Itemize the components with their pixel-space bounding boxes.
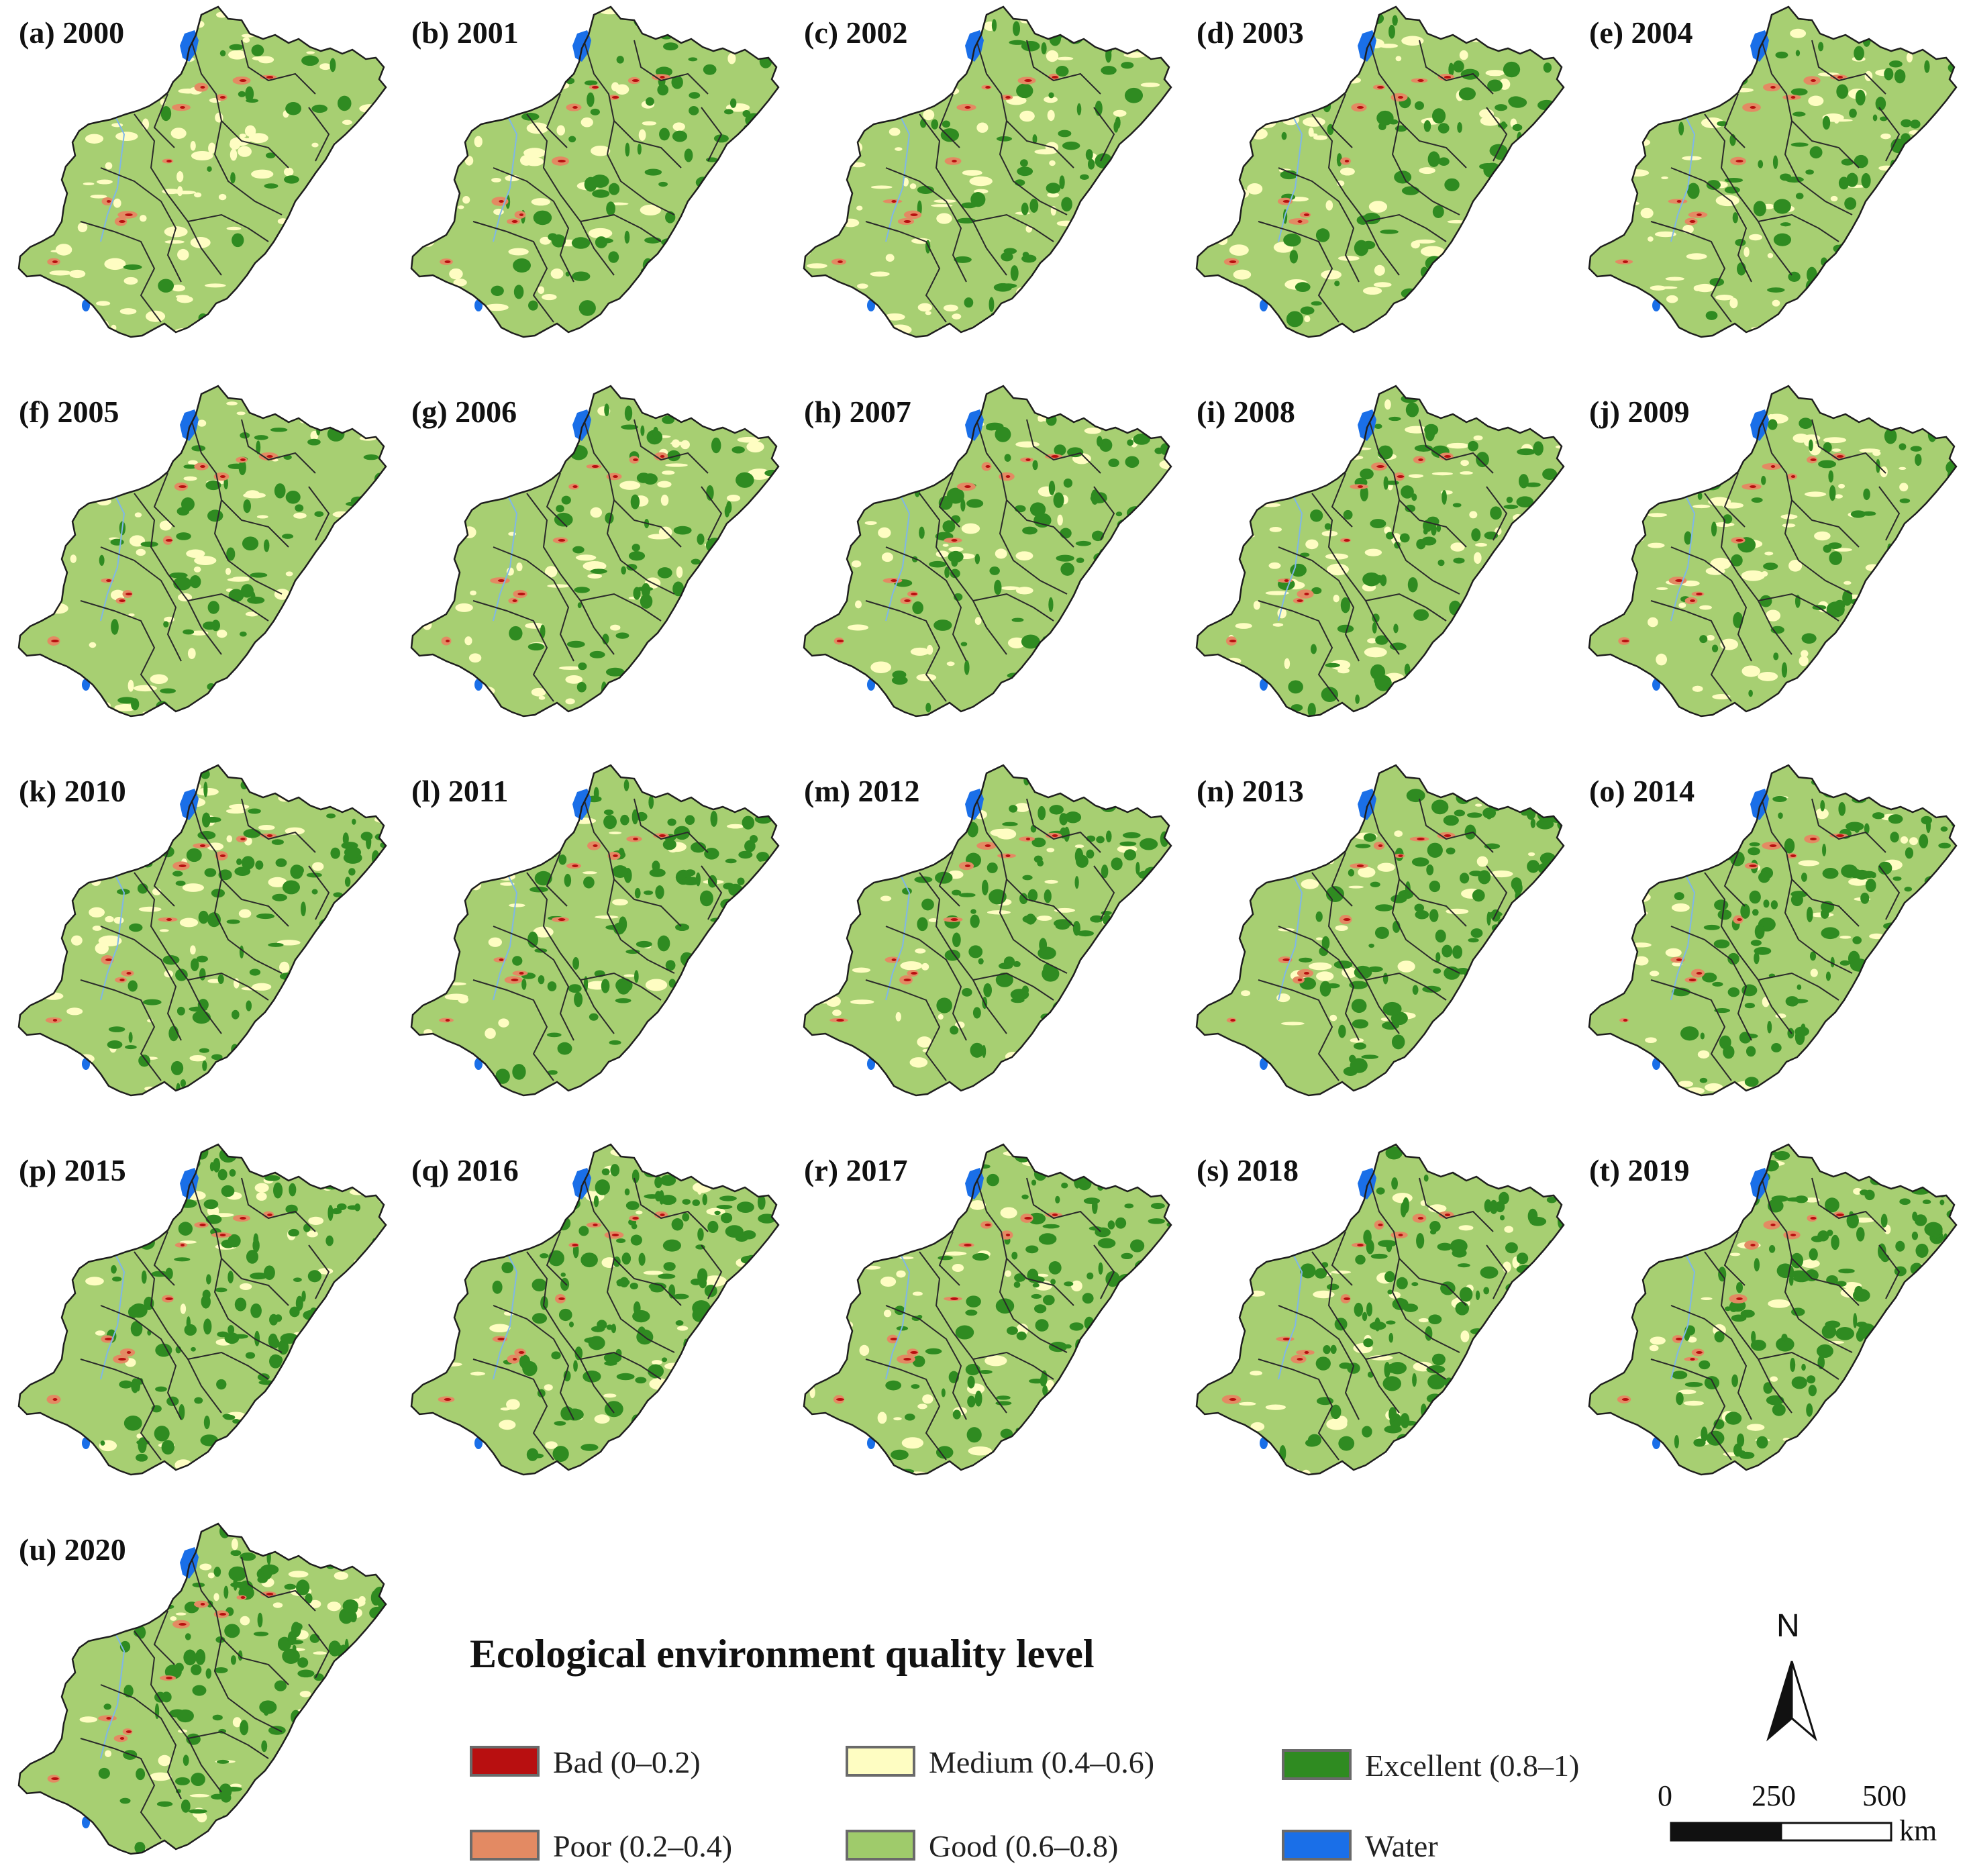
map-panel: (c) 2002 <box>785 0 1178 349</box>
legend-label-poor: Poor (0.2–0.4) <box>553 1829 733 1863</box>
panel-label: (u) 2020 <box>19 1532 126 1567</box>
north-arrow: N <box>1762 1608 1822 1742</box>
legend-swatch-excellent <box>1282 1749 1352 1780</box>
map-panel: (a) 2000 <box>0 0 393 349</box>
province-map <box>803 1143 1172 1476</box>
province-map <box>17 1143 387 1476</box>
province-map <box>410 385 780 718</box>
map-panel: (u) 2020 <box>0 1517 393 1866</box>
panel-label: (q) 2016 <box>411 1153 519 1187</box>
map-panel: (g) 2006 <box>393 379 785 728</box>
map-panel: (o) 2014 <box>1570 758 1963 1107</box>
panel-label: (s) 2018 <box>1197 1153 1299 1187</box>
map-panel: (d) 2003 <box>1178 0 1570 349</box>
map-panel: (r) 2017 <box>785 1138 1178 1487</box>
province-map <box>803 764 1172 1097</box>
panel-label: (d) 2003 <box>1197 15 1304 50</box>
legend-label-water: Water <box>1365 1829 1438 1863</box>
map-panel: (f) 2005 <box>0 379 393 728</box>
map-panel: (i) 2008 <box>1178 379 1570 728</box>
scale-tick-0: 0 <box>1658 1779 1672 1812</box>
map-panel: (l) 2011 <box>393 758 785 1107</box>
panel-label: (g) 2006 <box>411 395 517 429</box>
legend: Ecological environment quality level Bad… <box>470 1631 1678 1863</box>
panel-label: (k) 2010 <box>19 774 126 808</box>
province-map <box>1588 1143 1958 1476</box>
panel-label: (i) 2008 <box>1197 395 1295 429</box>
province-map <box>410 764 780 1097</box>
legend-swatch-poor <box>470 1830 540 1861</box>
scale-tick-500: 500 <box>1862 1779 1907 1812</box>
province-map <box>17 5 387 338</box>
north-arrow-icon <box>1766 1661 1817 1742</box>
map-panel: (e) 2004 <box>1570 0 1963 349</box>
panel-label: (b) 2001 <box>411 15 519 50</box>
province-map <box>803 385 1172 718</box>
legend-swatch-good <box>846 1830 915 1861</box>
map-panel: (t) 2019 <box>1570 1138 1963 1487</box>
legend-label-excellent: Excellent (0.8–1) <box>1365 1748 1580 1783</box>
province-map <box>803 5 1172 338</box>
panel-label: (r) 2017 <box>804 1153 908 1187</box>
legend-swatch-bad <box>470 1746 540 1777</box>
panel-label: (e) 2004 <box>1589 15 1693 50</box>
province-map <box>1195 5 1565 338</box>
province-map <box>17 385 387 718</box>
panel-label: (o) 2014 <box>1589 774 1695 808</box>
map-panel: (p) 2015 <box>0 1138 393 1487</box>
north-arrow-label: N <box>1776 1608 1800 1644</box>
province-map <box>1195 1143 1565 1476</box>
map-panel: (h) 2007 <box>785 379 1178 728</box>
scale-bar: 0 250 500 km <box>1658 1779 1953 1853</box>
panel-label: (m) 2012 <box>804 774 920 808</box>
province-map <box>1588 764 1958 1097</box>
province-map <box>1195 385 1565 718</box>
map-panel: (q) 2016 <box>393 1138 785 1487</box>
panel-label: (h) 2007 <box>804 395 911 429</box>
province-map <box>410 1143 780 1476</box>
province-map <box>17 1522 387 1855</box>
legend-swatch-medium <box>846 1746 915 1777</box>
province-map <box>1588 5 1958 338</box>
panel-label: (c) 2002 <box>804 15 908 50</box>
scale-bar-graphic <box>1670 1822 1892 1842</box>
legend-label-bad: Bad (0–0.2) <box>553 1745 701 1779</box>
province-map <box>1195 764 1565 1097</box>
map-panel: (s) 2018 <box>1178 1138 1570 1487</box>
legend-swatch-water <box>1282 1830 1352 1861</box>
panel-label: (p) 2015 <box>19 1153 126 1187</box>
map-panel: (b) 2001 <box>393 0 785 349</box>
legend-label-medium: Medium (0.4–0.6) <box>929 1745 1155 1779</box>
legend-title: Ecological environment quality level <box>470 1632 1095 1676</box>
panel-label: (f) 2005 <box>19 395 119 429</box>
panel-label: (j) 2009 <box>1589 395 1690 429</box>
province-map <box>1588 385 1958 718</box>
province-map <box>17 764 387 1097</box>
map-panel: (k) 2010 <box>0 758 393 1107</box>
scale-unit: km <box>1899 1814 1937 1847</box>
legend-label-good: Good (0.6–0.8) <box>929 1829 1119 1863</box>
map-panel: (n) 2013 <box>1178 758 1570 1107</box>
province-map <box>410 5 780 338</box>
panel-label: (n) 2013 <box>1197 774 1304 808</box>
map-panel: (j) 2009 <box>1570 379 1963 728</box>
panel-label: (a) 2000 <box>19 15 125 50</box>
panel-label: (t) 2019 <box>1589 1153 1690 1187</box>
map-panel: (m) 2012 <box>785 758 1178 1107</box>
panel-label: (l) 2011 <box>411 774 509 808</box>
scale-tick-250: 250 <box>1752 1779 1796 1812</box>
